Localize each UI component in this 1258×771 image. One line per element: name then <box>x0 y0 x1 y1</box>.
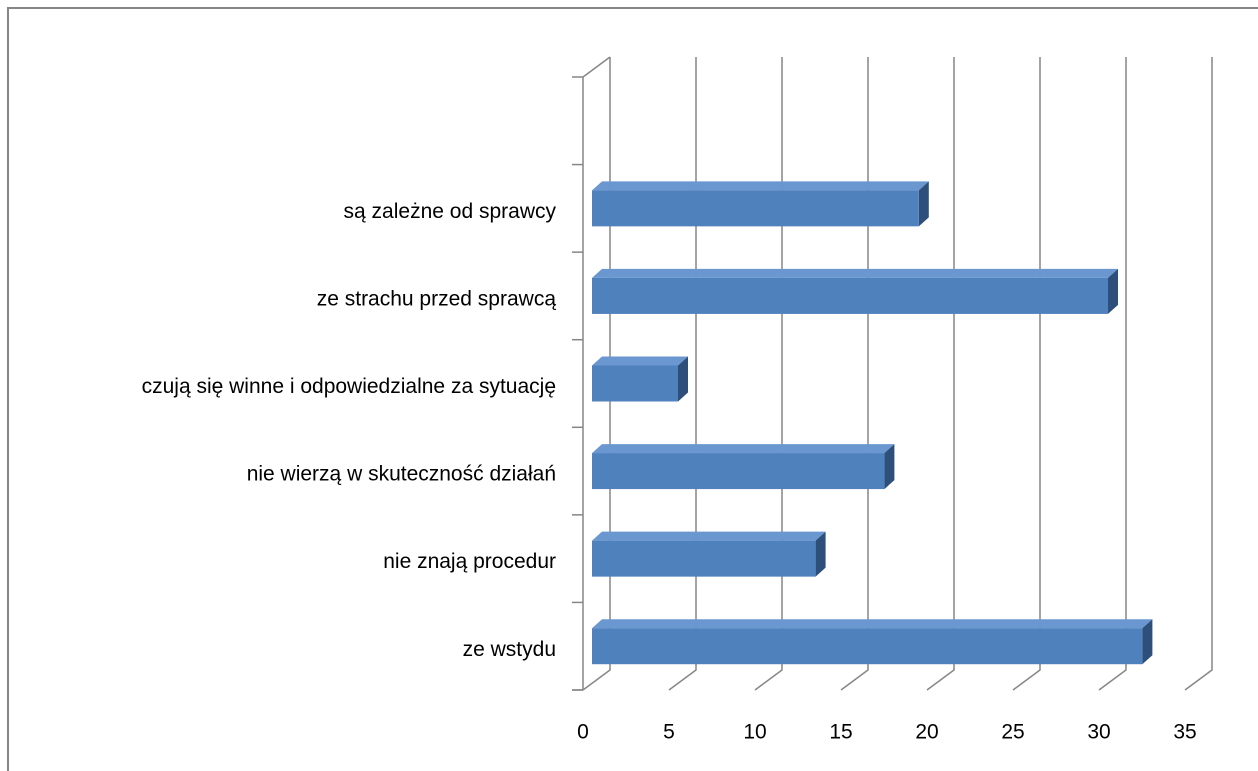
x-tick-label: 10 <box>743 721 766 744</box>
bar <box>592 190 919 227</box>
bar-top <box>592 619 1153 629</box>
bar <box>592 628 1143 665</box>
x-tick-label: 0 <box>577 721 589 744</box>
y-tick-label: ze strachu przed sprawcą <box>317 287 557 310</box>
grid-line <box>840 57 869 691</box>
bar <box>592 365 678 402</box>
grid-line <box>668 57 697 691</box>
bar-top <box>592 181 929 191</box>
y-tick-label: nie znają procedur <box>383 550 556 573</box>
x-tick-label: 30 <box>1087 721 1110 744</box>
bar <box>592 277 1108 314</box>
grid-line <box>582 57 611 691</box>
bar-side <box>884 444 895 490</box>
x-tick-label: 25 <box>1001 721 1024 744</box>
grid-line <box>1012 57 1041 691</box>
x-tick-label: 5 <box>663 721 675 744</box>
y-tick-label: są zależne od sprawcy <box>344 200 557 223</box>
x-tick-label: 35 <box>1173 721 1196 744</box>
bar-side <box>918 181 929 227</box>
grid-line <box>926 57 955 691</box>
grid-line <box>754 57 783 691</box>
bar-top <box>592 444 895 454</box>
bar <box>592 453 885 490</box>
y-tick-label: czują się winne i odpowiedzialne za sytu… <box>142 375 556 398</box>
x-tick-label: 15 <box>829 721 852 744</box>
x-tick-label: 20 <box>915 721 938 744</box>
bar-side <box>1108 268 1118 314</box>
bar-side <box>1142 619 1153 665</box>
bar-top <box>592 268 1118 278</box>
y-tick-label: nie wierzą w skuteczność działań <box>247 463 556 486</box>
bar-top <box>592 531 826 541</box>
grid-line <box>1098 57 1127 691</box>
bar-top <box>592 356 688 366</box>
grid-line <box>1184 57 1213 691</box>
bar-side <box>815 531 826 577</box>
y-tick-label: ze wstydu <box>463 638 556 661</box>
bar-side <box>678 356 688 402</box>
bar <box>592 540 816 577</box>
